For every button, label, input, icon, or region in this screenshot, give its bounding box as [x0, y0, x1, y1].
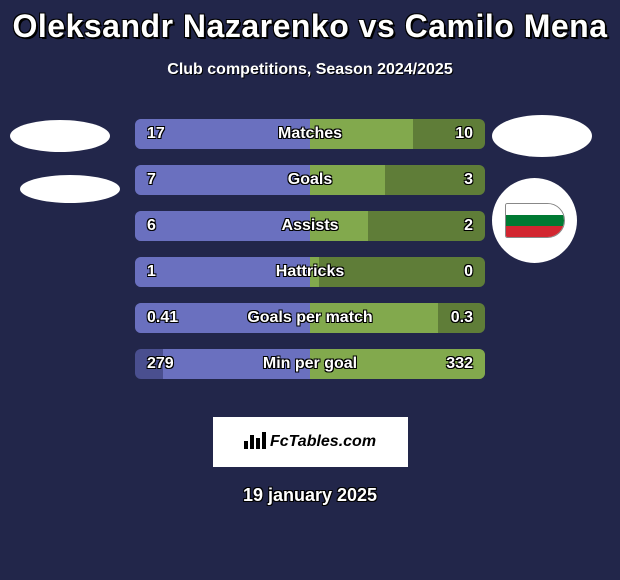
stat-value-right: 332 — [446, 355, 473, 373]
date-label: 19 january 2025 — [0, 485, 620, 506]
stat-label: Goals — [288, 171, 332, 189]
stat-value-left: 279 — [147, 355, 174, 373]
stat-label: Assists — [282, 217, 339, 235]
stat-label: Matches — [278, 125, 342, 143]
club-flag-icon — [505, 198, 565, 243]
stat-value-right: 0 — [464, 263, 473, 281]
stat-label: Hattricks — [276, 263, 344, 281]
stat-value-right: 2 — [464, 217, 473, 235]
chart-bars-icon — [244, 431, 266, 454]
player-right-placeholder-1 — [492, 115, 592, 157]
stat-value-left: 0.41 — [147, 309, 178, 327]
club-badge-right — [492, 178, 577, 263]
fctables-logo: FcTables.com — [213, 417, 408, 467]
stat-value-left: 1 — [147, 263, 156, 281]
fctables-label: FcTables.com — [270, 433, 376, 451]
stat-value-left: 6 — [147, 217, 156, 235]
stat-value-right: 10 — [455, 125, 473, 143]
stat-value-right: 0.3 — [451, 309, 473, 327]
page-title: Oleksandr Nazarenko vs Camilo Mena — [0, 0, 620, 45]
stat-value-left: 17 — [147, 125, 165, 143]
subtitle: Club competitions, Season 2024/2025 — [0, 61, 620, 79]
stat-value-right: 3 — [464, 171, 473, 189]
stat-row: Goals per match 0.41 0.3 — [0, 303, 620, 333]
stat-row: Min per goal 279 332 — [0, 349, 620, 379]
stat-value-left: 7 — [147, 171, 156, 189]
player-left-placeholder-1 — [10, 120, 110, 152]
player-left-placeholder-2 — [20, 175, 120, 203]
stat-label: Min per goal — [263, 355, 357, 373]
stat-label: Goals per match — [247, 309, 372, 327]
